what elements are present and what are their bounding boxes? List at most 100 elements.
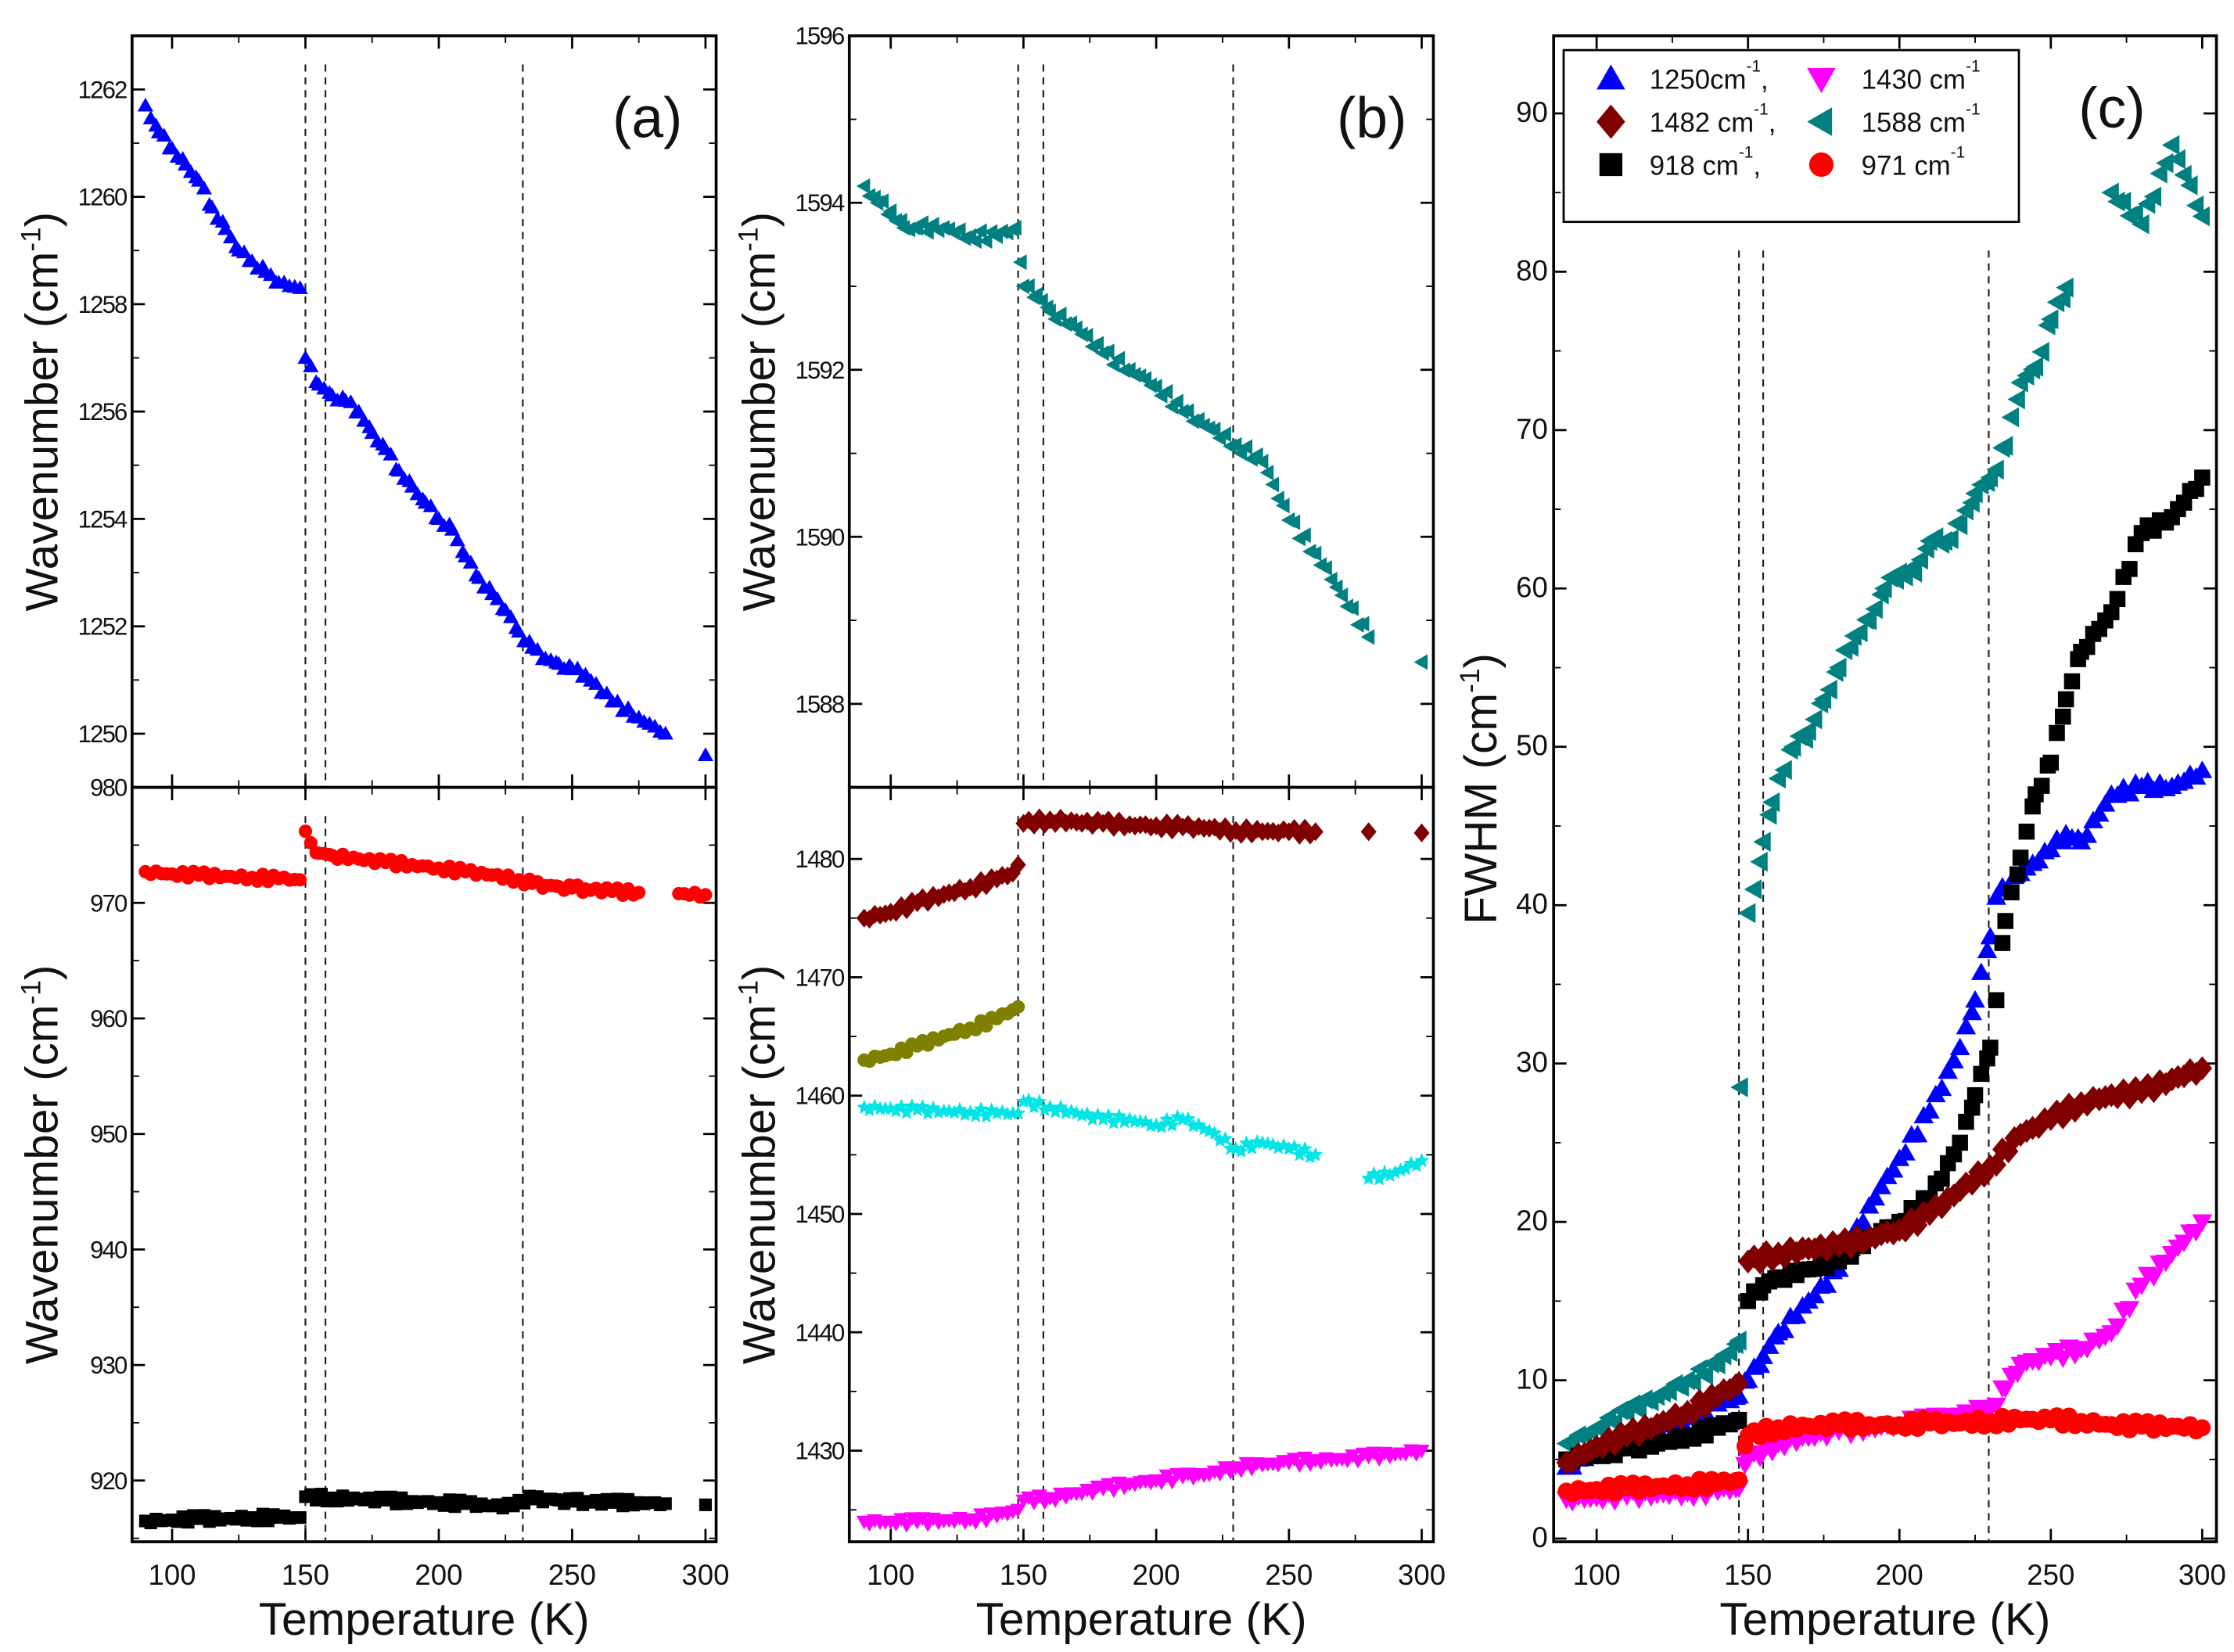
legend-marker-icon (1599, 153, 1623, 177)
y-tick-label: 1594 (796, 189, 845, 217)
data-point (1185, 820, 1201, 839)
data-point (862, 1101, 878, 1117)
data-point (1398, 1161, 1413, 1176)
y-tick-label: 1588 (796, 691, 844, 718)
data-point (2192, 760, 2213, 778)
series-918-cm-1 (138, 1488, 712, 1530)
data-point (1085, 1111, 1101, 1126)
data-point (2003, 884, 2020, 901)
y-tick-label: 1590 (796, 523, 845, 551)
data-point (1227, 436, 1242, 453)
data-point (1244, 1140, 1259, 1155)
y-tick-label: 1250 (78, 720, 128, 748)
x-tick-label: 150 (1724, 1559, 1772, 1591)
data-point (1307, 545, 1322, 562)
data-point (1805, 1285, 1825, 1304)
data-point (156, 127, 172, 142)
x-tick-label: 250 (548, 1559, 596, 1591)
data-point (1949, 515, 1968, 536)
data-point (1413, 1152, 1430, 1168)
y-axis-title-sup: -1 (1455, 669, 1485, 693)
data-point (1829, 657, 1847, 678)
data-point (1011, 1000, 1025, 1014)
y-tick-label: 1430 (796, 1438, 845, 1465)
y-tick-label: 940 (90, 1236, 128, 1263)
data-point (1995, 1381, 2016, 1399)
data-point (449, 532, 465, 547)
data-point (1148, 816, 1165, 835)
data-point (899, 1104, 914, 1119)
data-point (2024, 798, 2041, 815)
x-tick-label: 200 (415, 1559, 462, 1591)
x-axis-title: Temperature (K) (259, 1594, 590, 1645)
data-point (1774, 1320, 1794, 1338)
y-tick-label: 970 (90, 889, 128, 917)
legend-marker-icon (1807, 67, 1836, 93)
data-point (1047, 1104, 1063, 1119)
y-tick-label: 90 (1516, 96, 1548, 128)
data-point (1753, 1346, 1773, 1364)
data-point (217, 221, 234, 235)
series-1482-cm-1 (1556, 1056, 2213, 1475)
y-tick-label: 1258 (78, 291, 127, 318)
data-point (1095, 1111, 1111, 1126)
data-point (888, 1103, 904, 1118)
y-axis-title-end: ) (734, 965, 785, 981)
data-point (1169, 393, 1183, 410)
data-point (1371, 1171, 1387, 1186)
data-point (2143, 186, 2162, 207)
data-point (1254, 454, 1269, 470)
data-point (2049, 724, 2065, 742)
data-point (1361, 1170, 1377, 1185)
y-axis-title-end: ) (17, 212, 68, 228)
data-point (1805, 709, 1823, 730)
data-point (2055, 708, 2071, 725)
data-point (2125, 203, 2143, 224)
data-point (1090, 1107, 1105, 1122)
data-point (914, 1098, 930, 1113)
y-axis-title: Wavenumber (cm-1) (16, 965, 68, 1365)
data-point (1859, 609, 1877, 630)
y-tick-label: 80 (1516, 254, 1548, 286)
data-point (875, 193, 889, 210)
y-axis-title-end: ) (17, 965, 68, 981)
data-point (1683, 1371, 1701, 1392)
y-tick-label: 930 (90, 1352, 128, 1379)
data-point (2186, 195, 2204, 216)
data-point (2031, 342, 2049, 362)
y-axis-title: Wavenumber (cm-1) (16, 212, 68, 612)
y-tick-label: 1260 (78, 184, 128, 211)
data-point (1783, 736, 1801, 757)
data-point (2180, 175, 2198, 196)
data-point (1291, 825, 1308, 845)
x-tick-label: 100 (867, 1559, 914, 1591)
data-point (957, 1106, 973, 1122)
data-point (1012, 254, 1027, 271)
y-tick-label: 50 (1516, 730, 1548, 762)
legend-label: 1482 cm-1, (1650, 100, 1776, 138)
y-tick-label: 1480 (796, 846, 845, 873)
data-point (973, 871, 989, 890)
x-tick-label: 300 (681, 1559, 729, 1591)
data-point (293, 1511, 307, 1525)
y-tick-label: 70 (1516, 413, 1548, 445)
x-tick-label: 100 (148, 1559, 196, 1591)
y-axis-title-text: Wavenumber (cm (17, 1004, 68, 1364)
data-point (1750, 851, 1768, 872)
data-point (1865, 1187, 1886, 1206)
y-axis-title-end: ) (734, 212, 785, 228)
data-point (2009, 866, 2026, 883)
y-axis-title-sup: -1 (734, 980, 764, 1004)
data-point (2174, 164, 2192, 185)
data-point (920, 224, 934, 240)
legend-label: 971 cm-1 (1862, 143, 1966, 181)
x-tick-label: 300 (1398, 1559, 1446, 1591)
series-1250-cm-1 (137, 97, 713, 761)
data-point (1977, 940, 1998, 959)
x-tick-label: 200 (1876, 1559, 1923, 1591)
data-point (1037, 1101, 1053, 1116)
data-point (1233, 824, 1249, 844)
data-point (1995, 436, 2013, 456)
data-point (444, 522, 461, 536)
data-point (1345, 600, 1359, 616)
